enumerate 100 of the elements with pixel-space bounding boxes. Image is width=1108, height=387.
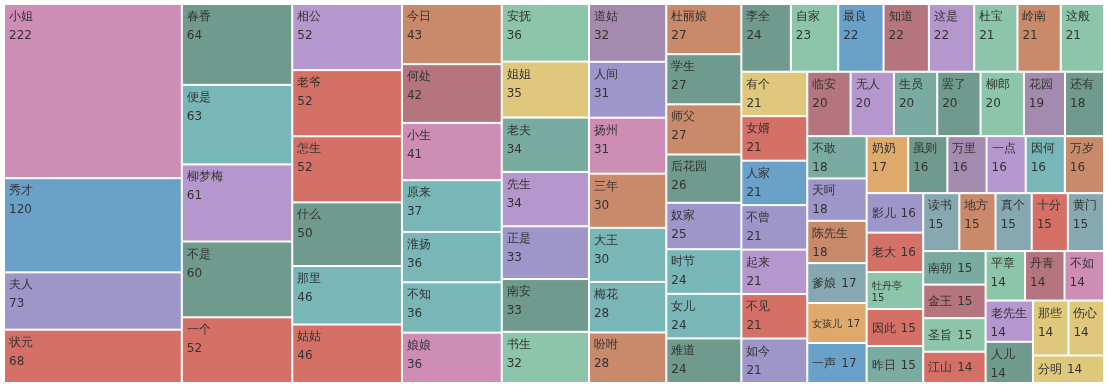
cell: 何处 42 [401, 64, 502, 123]
cell: 三年 30 [588, 173, 667, 228]
cell: 姐姐 35 [501, 61, 589, 118]
data-label: 22 [843, 28, 859, 42]
category-label: 原来 [406, 185, 431, 200]
cell: 夫人 73 [4, 272, 182, 330]
category-label: 圣旨 [928, 327, 953, 342]
cell: 万里 16 [947, 136, 987, 194]
category-label: 陈先生 [812, 225, 849, 240]
data-label: 24 [671, 317, 687, 332]
data-label: 14 [1030, 275, 1046, 290]
data-label: 31 [593, 85, 610, 100]
cell: 姑姑 46 [292, 324, 402, 383]
cell: 秀才 120 [4, 178, 182, 273]
data-label: 37 [406, 204, 423, 219]
data-label: 28 [593, 356, 610, 371]
cell: 奴家 25 [666, 202, 742, 250]
category-label: 先生 [506, 176, 531, 191]
category-label: 扬州 [593, 122, 618, 137]
category-label: 爹娘 [812, 276, 837, 291]
data-label: 23 [795, 28, 812, 42]
data-label: 14 [990, 324, 1006, 339]
data-label: 52 [186, 341, 203, 356]
cell: 还有 18 [1065, 71, 1104, 137]
data-label: 21 [746, 362, 762, 377]
cell: 天呵 18 [807, 178, 867, 221]
cell: 丹青 14 [1025, 251, 1065, 301]
data-label: 28 [593, 305, 610, 320]
cell: 因何 16 [1025, 136, 1065, 194]
category-label: 老先生 [990, 305, 1027, 320]
cell: 女孩儿 17 [807, 303, 867, 344]
data-label: 15 [957, 294, 973, 309]
category-label: 道姑 [593, 9, 618, 23]
data-label: 17 [841, 356, 857, 371]
category-label: 分明 [1037, 362, 1062, 377]
data-label: 14 [1073, 324, 1089, 339]
cell: 今日 43 [401, 4, 502, 65]
cell: 黄门 15 [1067, 193, 1104, 252]
data-label: 120 [9, 202, 32, 217]
data-label: 21 [746, 140, 762, 155]
data-label: 15 [928, 217, 944, 232]
category-label: 黄门 [1072, 198, 1097, 213]
data-label: 34 [506, 141, 523, 156]
data-label: 27 [671, 78, 687, 93]
category-label: 伤心 [1073, 305, 1098, 320]
cell: 难道 24 [666, 338, 742, 383]
category-label: 这是 [933, 9, 958, 23]
category-label: 花园 [1028, 76, 1053, 91]
cell: 相公 52 [292, 4, 402, 71]
category-label: 女婿 [746, 121, 771, 136]
data-label: 22 [933, 28, 950, 42]
data-label: 30 [593, 251, 610, 266]
category-label: 那里 [297, 270, 322, 285]
category-label: 杜宝 [979, 9, 1004, 23]
data-label: 15 [1072, 217, 1089, 232]
data-label: 22 [888, 28, 904, 42]
cell: 状元 68 [4, 329, 182, 383]
cell: 金王 15 [923, 284, 986, 319]
cell: 怎生 52 [292, 136, 402, 203]
cell: 时节 24 [666, 249, 742, 294]
cell: 不知 36 [401, 282, 502, 333]
category-label: 有个 [746, 76, 771, 91]
cell: 那些 14 [1032, 300, 1069, 356]
data-label: 14 [957, 360, 973, 375]
category-label: 平章 [990, 256, 1015, 271]
category-label: 淮扬 [406, 236, 431, 251]
category-label: 今日 [406, 9, 431, 23]
data-label: 21 [746, 184, 762, 199]
category-label: 不曾 [746, 210, 771, 225]
category-label: 南安 [506, 284, 531, 299]
category-label: 万里 [952, 141, 977, 156]
category-label: 地方 [963, 198, 989, 213]
category-label: 如今 [746, 343, 771, 358]
category-label: 老大 [871, 245, 896, 260]
cell: 小姐 222 [4, 4, 182, 179]
category-label: 姑姑 [297, 329, 322, 344]
data-label: 17 [847, 318, 861, 330]
cell: 杜丽娘 27 [666, 4, 742, 55]
data-label: 21 [746, 229, 762, 244]
category-label: 丹青 [1030, 256, 1055, 271]
cell: 什么 50 [292, 202, 402, 266]
cell: 知道 22 [883, 4, 929, 72]
cell: 柳梦梅 61 [181, 164, 293, 242]
cell: 女婿 21 [741, 116, 808, 161]
category-label: 一个 [186, 322, 211, 337]
cell: 伤心 14 [1068, 300, 1104, 356]
category-label: 小生 [406, 127, 431, 142]
data-label: 34 [506, 195, 523, 210]
data-label: 21 [746, 273, 762, 288]
cell: 虽则 16 [908, 136, 948, 194]
cell: 小生 41 [401, 122, 502, 181]
category-label: 知道 [888, 9, 913, 23]
category-label: 奴家 [671, 207, 696, 222]
data-label: 61 [186, 188, 203, 203]
cell: 不见 21 [741, 294, 808, 339]
category-label: 夫人 [9, 277, 33, 292]
category-label: 什么 [296, 207, 322, 222]
cell: 不如 14 [1064, 251, 1104, 301]
data-label: 20 [985, 95, 1001, 110]
data-label: 46 [297, 348, 313, 363]
